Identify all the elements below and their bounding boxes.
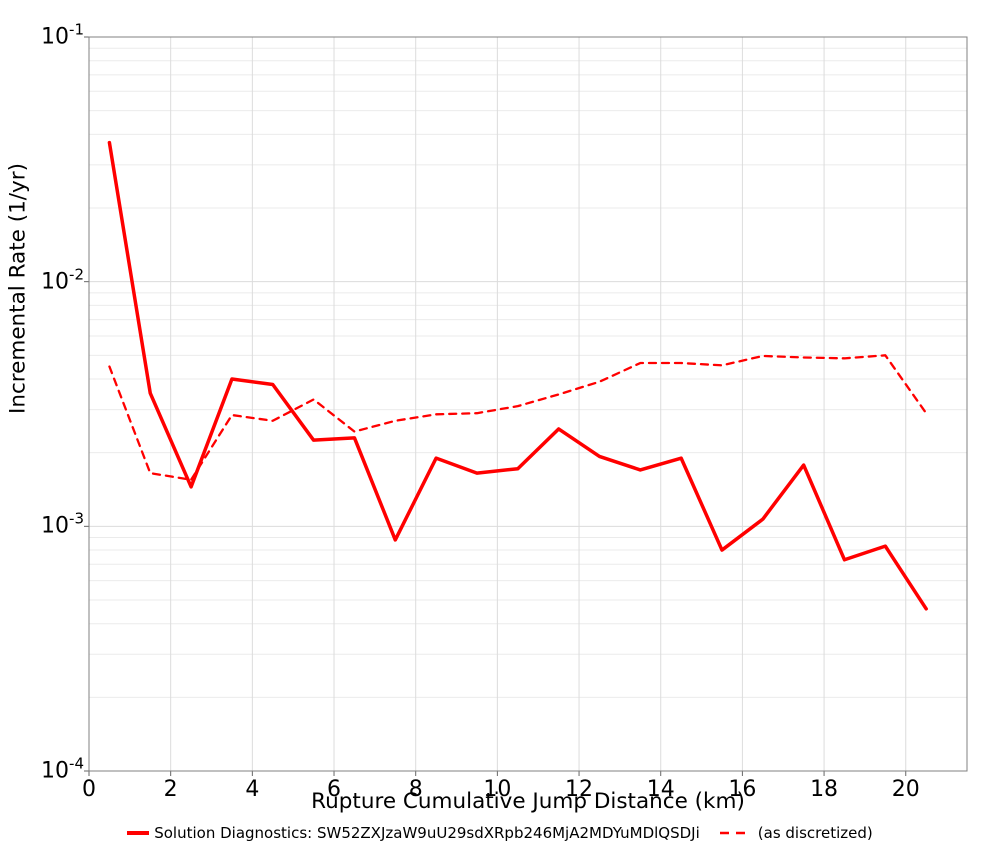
x-axis-title: Rupture Cumulative Jump Distance (km) bbox=[311, 789, 745, 814]
y-axis-title: Incremental Rate (1/yr) bbox=[5, 163, 31, 414]
y-tick-label: 10-4 bbox=[41, 754, 84, 784]
legend-item-as-discretized: (as discretized) bbox=[719, 824, 873, 842]
y-tick-label: 10-3 bbox=[41, 509, 84, 539]
x-tick-label: 14 bbox=[646, 777, 675, 802]
dashed-line-swatch-icon bbox=[719, 831, 752, 835]
x-tick-label: 2 bbox=[163, 777, 178, 802]
x-tick-label: 12 bbox=[565, 777, 594, 802]
y-tick-label: 10-1 bbox=[41, 20, 84, 50]
x-tick-label: 20 bbox=[891, 777, 920, 802]
series-line-dashed bbox=[108, 354, 928, 481]
x-tick-label: 10 bbox=[483, 777, 512, 802]
legend: Solution Diagnostics: SW52ZXJzaW9uU29sdX… bbox=[0, 824, 1000, 842]
x-tick-label: 8 bbox=[408, 777, 423, 802]
x-tick-label: 6 bbox=[327, 777, 342, 802]
x-tick-label: 4 bbox=[245, 777, 260, 802]
y-tick-label: 10-2 bbox=[41, 265, 84, 295]
legend-label-solution-diagnostics: Solution Diagnostics: SW52ZXJzaW9uU29sdX… bbox=[154, 824, 700, 842]
x-tick-label: 16 bbox=[728, 777, 757, 802]
legend-item-solution-diagnostics: Solution Diagnostics: SW52ZXJzaW9uU29sdX… bbox=[127, 824, 700, 842]
x-tick-label: 0 bbox=[82, 777, 96, 802]
legend-label-as-discretized: (as discretized) bbox=[757, 824, 873, 842]
solid-line-swatch-icon bbox=[127, 831, 150, 835]
series-line-solid bbox=[107, 140, 928, 611]
x-tick-label: 18 bbox=[810, 777, 839, 802]
